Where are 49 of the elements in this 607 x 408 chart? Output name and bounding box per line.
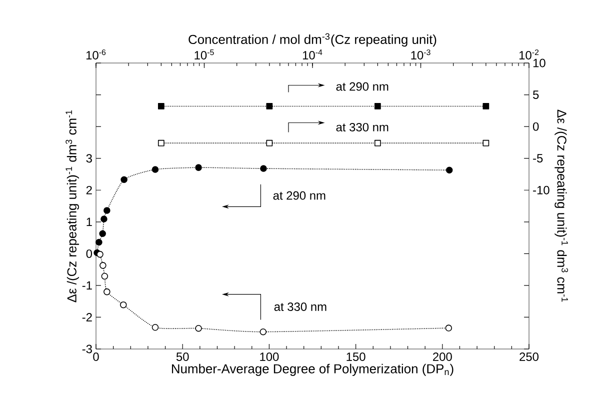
point: [260, 165, 267, 172]
point: [152, 324, 159, 331]
y-tick-label: -2: [82, 313, 92, 322]
x-tick-label: 10$^{-2}$: [519, 49, 539, 60]
x-axis-title: Number-Average Degree of Polymerization (DP$_{n}$): [172, 364, 454, 376]
point: [195, 324, 202, 332]
y-axis-title: Δε /(Cz repeating unit)$^{-1}$ dm$^{3}$ cm$^{-1}$: [66, 110, 79, 302]
point: [446, 166, 453, 174]
y-tick-label: -1: [82, 281, 92, 290]
x-tick-label: 150: [346, 352, 366, 361]
y-tick-label: -10: [533, 186, 550, 194]
y-tick-label: 0: [533, 122, 539, 131]
y-tick-label: 0: [86, 249, 92, 258]
x-tick-label: 10$^{-6}$: [86, 49, 106, 60]
y-tick-label: 10: [533, 58, 546, 68]
x-tick-label: 100: [260, 352, 279, 361]
x-tick-label: 10$^{-4}$: [302, 50, 322, 60]
x-tick-label: 200: [433, 352, 452, 361]
point: [100, 262, 106, 269]
point: [120, 301, 127, 308]
x-tick-label: 50: [176, 352, 189, 361]
annotation: at 290 nm: [273, 191, 326, 200]
x-tick-label: 250: [520, 352, 539, 361]
point: [101, 272, 108, 280]
point: [152, 166, 159, 173]
point: [260, 328, 267, 336]
point: [96, 238, 102, 246]
point: [104, 207, 110, 214]
y-tick-label: 1: [86, 218, 92, 226]
x-axis-title: Concentration / mol dm$^{-3}$(Cz repeating unit): [188, 33, 436, 47]
point: [104, 288, 110, 296]
y-tick-label: -3: [82, 344, 92, 354]
x-tick-label: 0: [93, 352, 99, 361]
annotation: at 290 nm: [336, 82, 388, 91]
point: [445, 324, 452, 332]
annotation: at 330 nm: [336, 122, 388, 132]
y-tick-label: 5: [533, 90, 539, 99]
annotation: at 330 nm: [274, 302, 326, 311]
y-tick-label: -5: [533, 154, 543, 162]
point: [195, 164, 202, 171]
point: [120, 176, 128, 184]
y-tick-label: 2: [86, 186, 92, 194]
x-tick-label: 10$^{-5}$: [194, 50, 214, 60]
y-tick-label: 3: [86, 154, 92, 163]
x-tick-label: 10$^{-3}$: [411, 49, 430, 60]
point: [100, 216, 108, 222]
point: [99, 230, 106, 238]
point: [96, 250, 104, 258]
y-axis-title: Δε /(Cz repeating unit)$^{-1}$ dm$^{3}$ cm$^{-1}$: [554, 110, 568, 302]
